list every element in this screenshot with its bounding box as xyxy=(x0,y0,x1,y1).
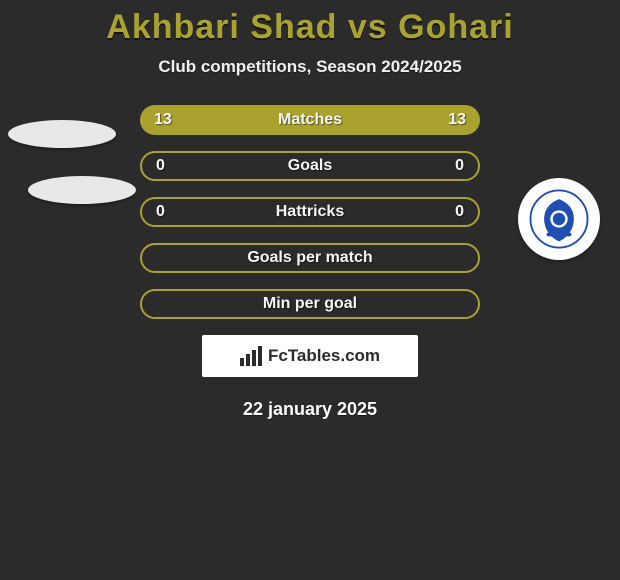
brand-badge: FcTables.com xyxy=(202,335,418,377)
stat-label: Min per goal xyxy=(263,295,357,313)
stat-label: Hattricks xyxy=(276,203,344,221)
stat-row-hattricks: 0 Hattricks 0 xyxy=(140,197,480,227)
stat-right-value: 0 xyxy=(455,157,464,175)
subtitle: Club competitions, Season 2024/2025 xyxy=(0,57,620,77)
page-title: Akhbari Shad vs Gohari xyxy=(0,8,620,47)
player-avatar-placeholder xyxy=(8,120,116,148)
bars-icon xyxy=(240,346,264,366)
stat-right-value: 0 xyxy=(455,203,464,221)
player-left-avatars xyxy=(8,120,136,232)
stat-row-min-per-goal: Min per goal xyxy=(140,289,480,319)
stats-block: 13 Matches 13 0 Goals 0 0 Hattricks 0 Go… xyxy=(140,105,480,319)
stat-label: Goals per match xyxy=(247,249,372,267)
stat-left-value: 13 xyxy=(154,111,172,129)
stat-row-goals: 0 Goals 0 xyxy=(140,151,480,181)
stat-label: Goals xyxy=(288,157,332,175)
stat-right-value: 13 xyxy=(448,111,466,129)
stat-row-matches: 13 Matches 13 xyxy=(140,105,480,135)
stat-label: Matches xyxy=(278,111,342,129)
report-date: 22 january 2025 xyxy=(0,399,620,420)
player-avatar-placeholder xyxy=(28,176,136,204)
player-right-club xyxy=(518,178,600,260)
stat-row-goals-per-match: Goals per match xyxy=(140,243,480,273)
club-badge-icon xyxy=(518,178,600,260)
brand-text: FcTables.com xyxy=(268,346,380,366)
stat-left-value: 0 xyxy=(156,157,165,175)
stat-left-value: 0 xyxy=(156,203,165,221)
